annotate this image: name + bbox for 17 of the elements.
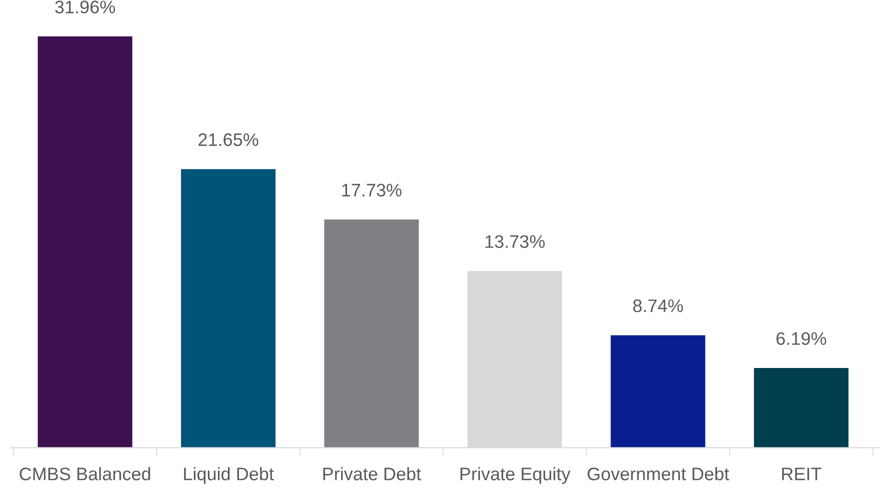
x-tick-label: Liquid Debt [184,467,274,484]
bar [324,220,419,448]
x-tick-label: Private Equity [460,467,570,484]
bar [38,36,132,448]
bar [754,368,848,448]
data-label: 21.65% [198,133,258,146]
data-label: 17.73% [342,184,402,197]
x-tick-label: Private Debt [323,467,422,480]
x-tick-label: REIT [782,468,822,480]
data-label: 6.19% [776,332,826,345]
data-label: 13.73% [486,235,545,248]
x-tick-label: Government Debt [588,467,730,480]
data-label: 8.74% [633,299,683,312]
data-label: 31.96% [55,0,116,14]
x-tick-label: CMBS Balanced [20,467,150,480]
bar [610,335,706,448]
bar [181,169,276,448]
